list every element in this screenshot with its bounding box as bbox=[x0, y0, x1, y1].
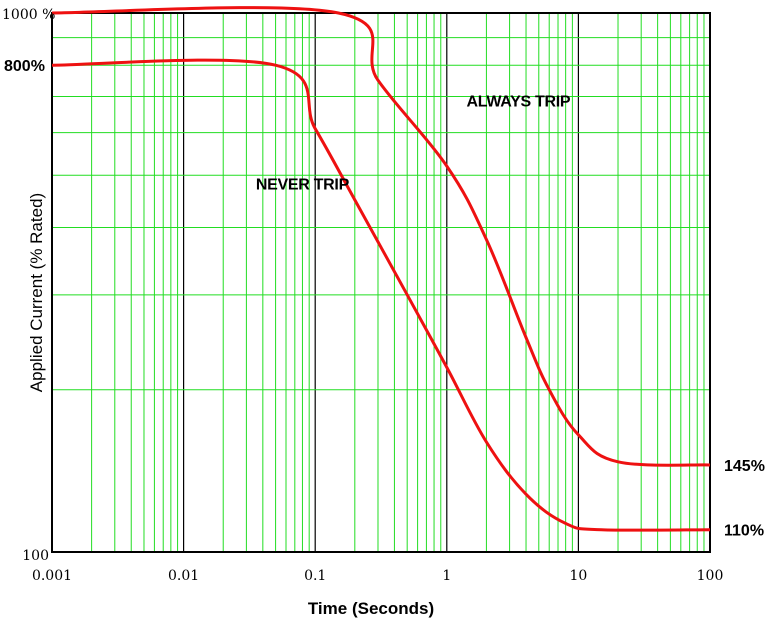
region-annotation: NEVER TRIP bbox=[256, 177, 350, 194]
region-annotation: ALWAYS TRIP bbox=[467, 94, 571, 111]
trip-curve-0 bbox=[51, 6, 711, 467]
x-axis-title: Time (Seconds) bbox=[308, 599, 434, 618]
series-end-label: 110% bbox=[724, 523, 764, 540]
x-tick-label: 0.001 bbox=[32, 568, 72, 584]
x-tick-label: 0.1 bbox=[304, 568, 326, 584]
y-tick-label: 800% bbox=[4, 58, 45, 75]
x-tick-label: 1 bbox=[442, 568, 451, 584]
y-tick-label: 1000 % bbox=[2, 7, 55, 23]
x-tick-label: 100 bbox=[697, 568, 724, 584]
plot-border bbox=[51, 12, 711, 553]
labels: 0.001 0.01 0.1 1 10 100 100 1000 % 800% 145% 110% N… bbox=[2, 7, 765, 618]
x-tick-label: 10 bbox=[569, 568, 587, 584]
x-tick-label: 0.01 bbox=[168, 568, 199, 584]
series-end-label: 145% bbox=[724, 458, 765, 475]
y-axis-title: Applied Current (% Rated) bbox=[27, 193, 46, 392]
curves bbox=[51, 6, 711, 532]
grid bbox=[51, 13, 710, 552]
trip-curve-1 bbox=[51, 58, 711, 532]
y-tick-label: 100 bbox=[22, 548, 49, 564]
